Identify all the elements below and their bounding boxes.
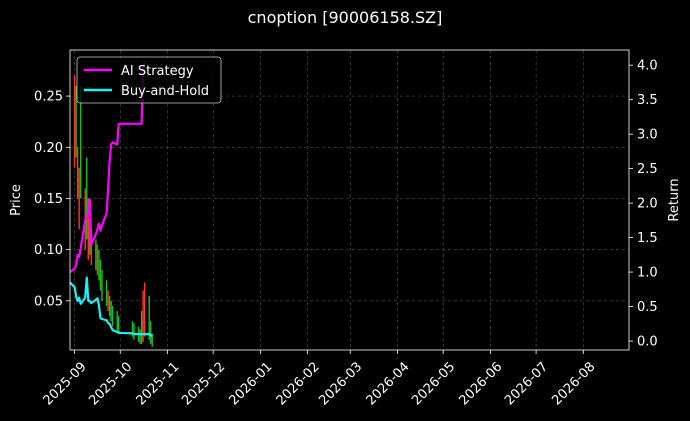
y-tick-label: 0.15 [34,192,63,207]
y-axis-right: 0.0 0.5 1.0 1.5 2.0 2.5 3.0 3.5 4.0 [629,59,658,350]
legend-label-ai-strategy: AI Strategy [121,64,194,79]
legend-label-buy-and-hold: Buy-and-Hold [121,84,209,99]
y-tick-label: 0.10 [34,243,63,258]
y-axis-left-label: Price [9,184,24,216]
series-line-ai-strategy [69,61,146,273]
y2-tick-label: 1.0 [637,266,658,281]
y-tick-label: 0.05 [34,294,63,309]
y2-tick-label: 0.0 [637,335,658,350]
y2-tick-label: 2.5 [637,162,658,177]
y2-tick-label: 0.5 [637,300,658,315]
chart-title: cnoption [90006158.SZ] [248,8,443,27]
plot-frame [69,49,630,351]
y2-tick-label: 3.0 [637,128,658,143]
y-tick-label: 0.20 [34,141,63,156]
legend-box [76,56,222,104]
series-line-buy-and-hold [69,276,153,337]
y-tick-label: 0.25 [34,90,63,105]
series-lines [69,61,153,337]
y2-tick-label: 4.0 [637,59,658,74]
y2-tick-label: 1.5 [637,231,658,246]
y2-tick-label: 3.5 [637,93,658,108]
y-axis-left: 0.05 0.10 0.15 0.20 0.25 [34,90,70,309]
y-axis-right-label: Return [667,178,682,221]
legend: AI Strategy Buy-and-Hold [76,56,222,104]
y2-tick-label: 2.0 [637,197,658,212]
